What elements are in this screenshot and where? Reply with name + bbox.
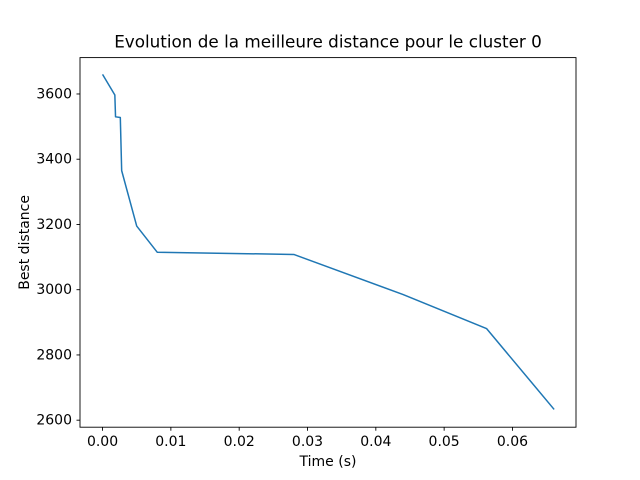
x-tick-label: 0.03 xyxy=(292,434,323,450)
x-tick-label: 0.02 xyxy=(224,434,255,450)
best-distance-curve xyxy=(101,74,555,410)
plot-area xyxy=(80,57,576,428)
x-axis-label: Time (s) xyxy=(299,454,357,470)
data-series xyxy=(101,74,555,410)
x-tick-label: 0.04 xyxy=(360,434,391,450)
x-tick-label: 0.05 xyxy=(429,434,460,450)
axes-spines xyxy=(79,57,577,428)
y-tick-label: 3400 xyxy=(36,152,72,168)
y-axis-label: Best distance xyxy=(17,195,33,290)
x-tick-label: 0.01 xyxy=(155,434,186,450)
y-tick-label: 3200 xyxy=(36,217,72,233)
y-tick-label: 2600 xyxy=(36,413,72,429)
x-axis-ticks: 0.00 0.01 0.02 0.03 0.04 0.05 0.06 xyxy=(87,427,528,450)
x-tick-label: 0.00 xyxy=(87,434,118,450)
chart-title: Evolution de la meilleure distance pour … xyxy=(114,32,542,52)
y-tick-label: 3600 xyxy=(36,86,72,102)
x-tick-label: 0.06 xyxy=(497,434,528,450)
y-tick-label: 3000 xyxy=(36,282,72,298)
y-tick-label: 2800 xyxy=(36,347,72,363)
y-axis-ticks: 2600 2800 3000 3200 3400 3600 xyxy=(36,86,80,429)
